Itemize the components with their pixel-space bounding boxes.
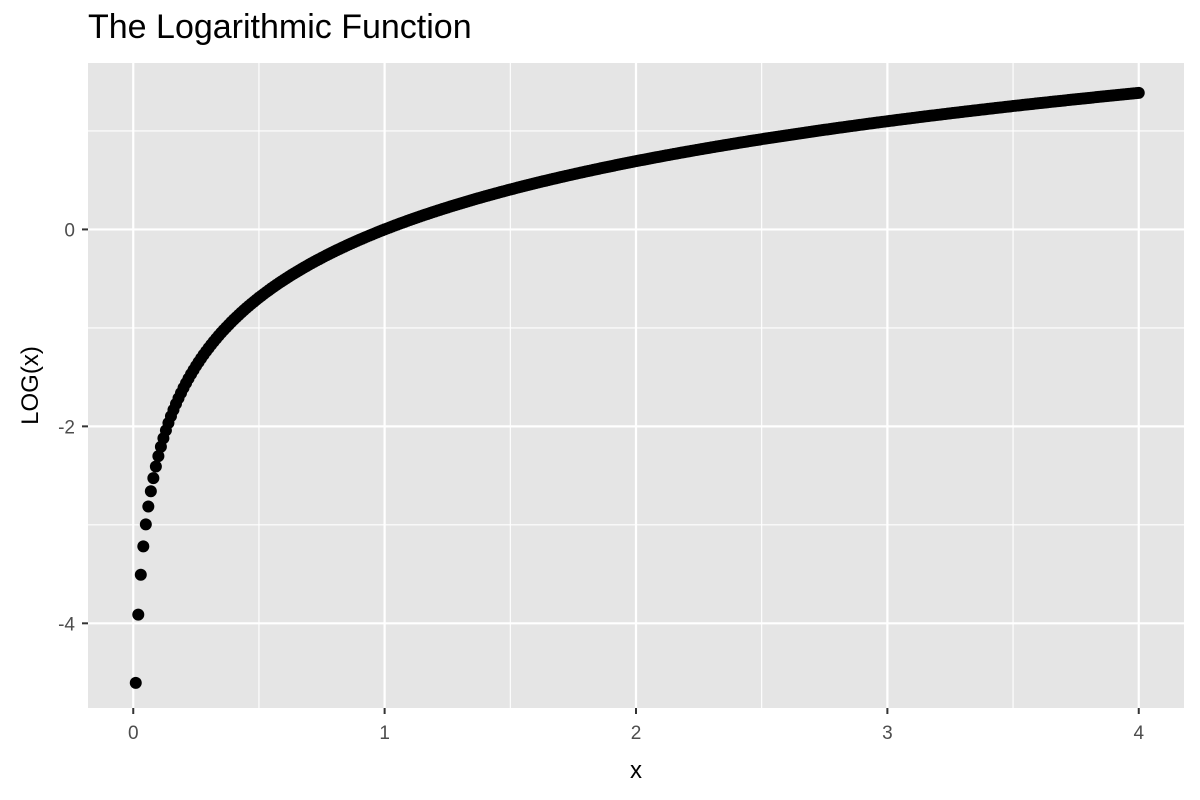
data-point [147,472,160,485]
data-point [152,450,165,463]
data-point [132,608,145,621]
y-tick-label: -2 [58,417,75,438]
data-point [129,676,142,689]
x-tick-label: 2 [631,723,642,744]
x-tick-label: 1 [379,723,390,744]
data-point [134,568,147,581]
y-axis-label: LOG(x) [17,346,44,425]
axis-ticks: 0 1 2 3 4 -4 -2 0 [58,220,1144,744]
x-tick-label: 4 [1133,723,1144,744]
data-point [149,460,162,473]
x-tick-label: 0 [128,723,139,744]
major-gridlines [88,63,1184,708]
x-tick-label: 3 [882,723,893,744]
data-point [137,540,150,553]
y-tick-label: 0 [64,220,75,241]
y-tick-label: -4 [58,614,75,635]
data-point [1132,86,1145,99]
data-points [129,86,1145,689]
data-point [142,500,155,513]
x-axis-label: x [630,757,642,784]
chart-title: The Logarithmic Function [88,8,472,46]
data-point [144,485,157,498]
data-point [139,518,152,531]
